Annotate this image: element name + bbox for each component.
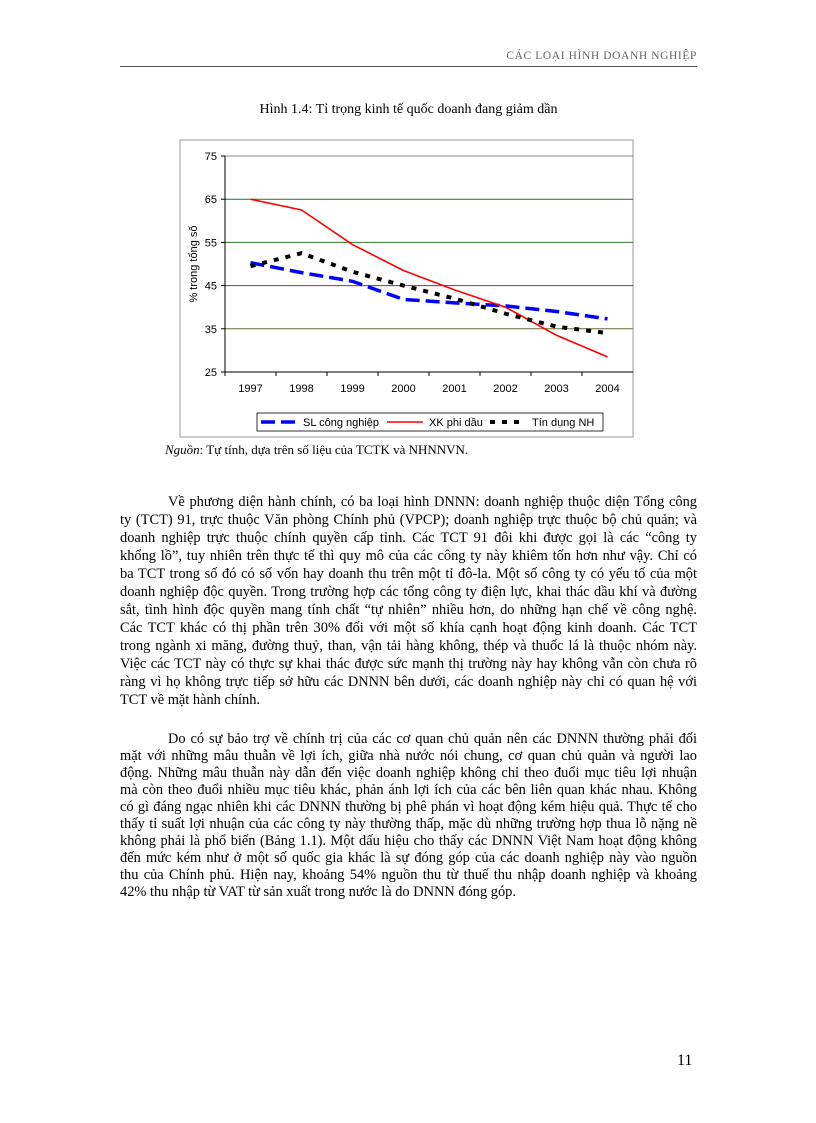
x-tick-label: 1999 [340, 383, 364, 395]
y-tick-label: 55 [205, 237, 217, 249]
x-tick-label: 2002 [493, 383, 517, 395]
y-tick-label: 65 [205, 194, 217, 206]
legend-label: Tín dụng NH [532, 417, 594, 429]
text-line: sắt, tình hình độc quyền mang tính chất … [120, 602, 697, 618]
text-line: đến mức kém như ở một số quốc gia khác l… [120, 850, 697, 866]
x-tick-label: 1997 [238, 383, 262, 395]
text-line: mặt với những mâu thuẫn về lợi ích, giữa… [120, 748, 697, 764]
paragraph-political: Do có sự bảo trợ về chính trị của các cơ… [120, 731, 697, 901]
source-label: Nguồn [165, 442, 200, 457]
text-line: thấy tỉ suất lợi nhuận của các công ty n… [120, 816, 697, 832]
page-number: 11 [677, 1052, 693, 1069]
text-line: mà còn theo đuổi nhiều mục tiêu khác, ph… [120, 782, 697, 798]
text-line: Về phương diện hành chính, có ba loại hì… [168, 494, 697, 510]
y-axis-label: % trong tổng số [188, 225, 200, 302]
series-line-sl-công-nghiệp [250, 260, 608, 321]
y-tick-label: 75 [205, 151, 217, 163]
text-line: động. Những mâu thuẫn này dẫn đến việc d… [120, 765, 697, 781]
text-line: ràng vì họ không trực tiếp sở hữu các DN… [120, 674, 697, 690]
text-line: TCT về mặt hành chính. [120, 692, 261, 708]
source-text: : Tự tính, dựa trên số liệu của TCTK và … [199, 442, 469, 457]
legend-label: XK phi dầu [429, 417, 483, 429]
text-line: không phải là phổ biến (Bảng 1.1). Một d… [120, 833, 697, 849]
legend [256, 412, 604, 432]
figure-title: Hình 1.4: Tỉ trọng kinh tế quốc doanh đa… [259, 102, 558, 117]
x-tick-label: 2003 [544, 383, 568, 395]
text-line: thu của Chính phủ. Hiện nay, khoảng 54% … [120, 867, 697, 883]
paragraph-administrative: Về phương diện hành chính, có ba loại hì… [120, 493, 697, 709]
text-line: ba TCT trong số đó có số vốn hay doanh t… [120, 566, 697, 582]
text-line: Việc các TCT này có thực sự khai thác đư… [120, 656, 697, 672]
series-line-xk-phi-dầu [250, 198, 608, 358]
x-tick-label: 2001 [442, 383, 466, 395]
text-line: doanh nghiệp trực thuộc chính quyền cấp … [120, 530, 697, 546]
header-divider [120, 66, 697, 67]
text-line: khổng lồ”, tuy nhiên trên thực tế thì qu… [120, 548, 697, 564]
text-line: doanh nghiệp độc quyền. Trong trường hợp… [120, 584, 697, 600]
text-line: ty (TCT) 91, trực thuộc Văn phòng Chính … [120, 512, 697, 528]
chart-frame [179, 139, 634, 438]
running-header: CÁC LOẠI HÌNH DOANH NGHIỆP [506, 50, 697, 62]
line-chart: 75 65 55 45 35 25 1997 1998 1999 2000 2001 2002 2003… [179, 139, 634, 438]
text-line: trong ngành xi măng, đường thuỷ, than, v… [120, 638, 697, 654]
text-line: Các TCT khác có thị phần trên 30% đối vớ… [120, 620, 697, 636]
y-tick-label: 35 [205, 324, 217, 336]
text-line: 42% thu nhập từ VAT từ sản xuất trong nư… [120, 884, 516, 900]
x-tick-label: 2000 [391, 383, 415, 395]
y-tick-label: 45 [205, 281, 217, 293]
text-line: Do có sự bảo trợ về chính trị của các cơ… [168, 731, 697, 747]
figure-source: Nguồn: Tự tính, dựa trên số liệu của TCT… [165, 442, 468, 458]
y-tick-label: 25 [205, 367, 217, 379]
series-line-tín-dụng-nh [250, 251, 608, 336]
x-tick-label: 2004 [595, 383, 619, 395]
x-tick-label: 1998 [289, 383, 313, 395]
legend-label: SL công nghiệp [303, 417, 379, 429]
text-line: có gì đáng ngạc nhiên khi các DNNN thườn… [120, 799, 697, 815]
